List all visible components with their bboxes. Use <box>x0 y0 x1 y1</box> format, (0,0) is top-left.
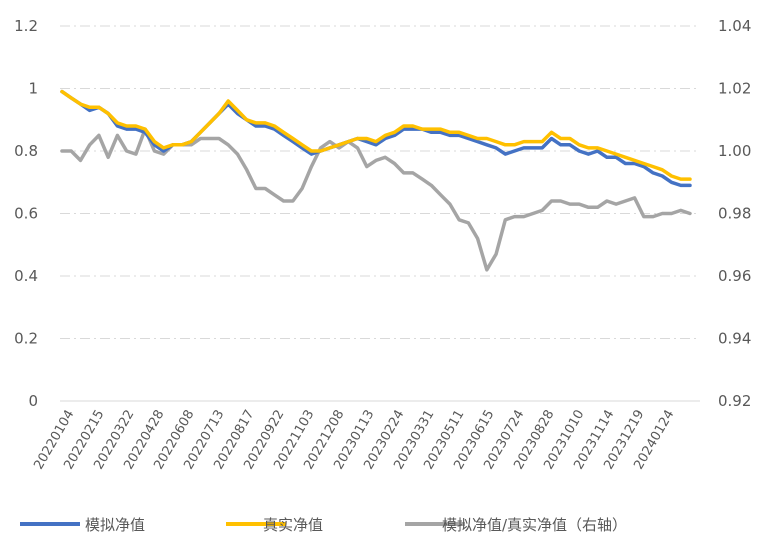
y-left-tick-label: 0.6 <box>14 205 38 223</box>
y-right-tick-label: 1.02 <box>718 80 751 98</box>
y-left-tick-label: 0.8 <box>14 142 38 160</box>
y-left-tick-label: 1 <box>28 80 38 98</box>
series-line-1 <box>60 89 692 181</box>
legend-label-0: 模拟净值 <box>85 516 145 534</box>
y-left-tick-label: 0 <box>28 392 38 410</box>
y-left-tick-label: 0.4 <box>14 267 38 285</box>
y-right-tick-label: 1.04 <box>718 17 751 35</box>
legend-label-1: 真实净值 <box>263 516 323 534</box>
legend-label-2: 模拟净值/真实净值（右轴） <box>442 516 627 534</box>
y-right-tick-label: 0.96 <box>718 267 751 285</box>
y-left-tick-label: 1.2 <box>14 17 38 35</box>
y-left-tick-label: 0.2 <box>14 330 38 348</box>
y-right-tick-label: 0.94 <box>718 330 751 348</box>
y-right-tick-label: 0.98 <box>718 205 751 223</box>
y-right-tick-label: 1.00 <box>718 142 751 160</box>
y-right-tick-label: 0.92 <box>718 392 751 410</box>
series-line-0 <box>60 89 692 188</box>
